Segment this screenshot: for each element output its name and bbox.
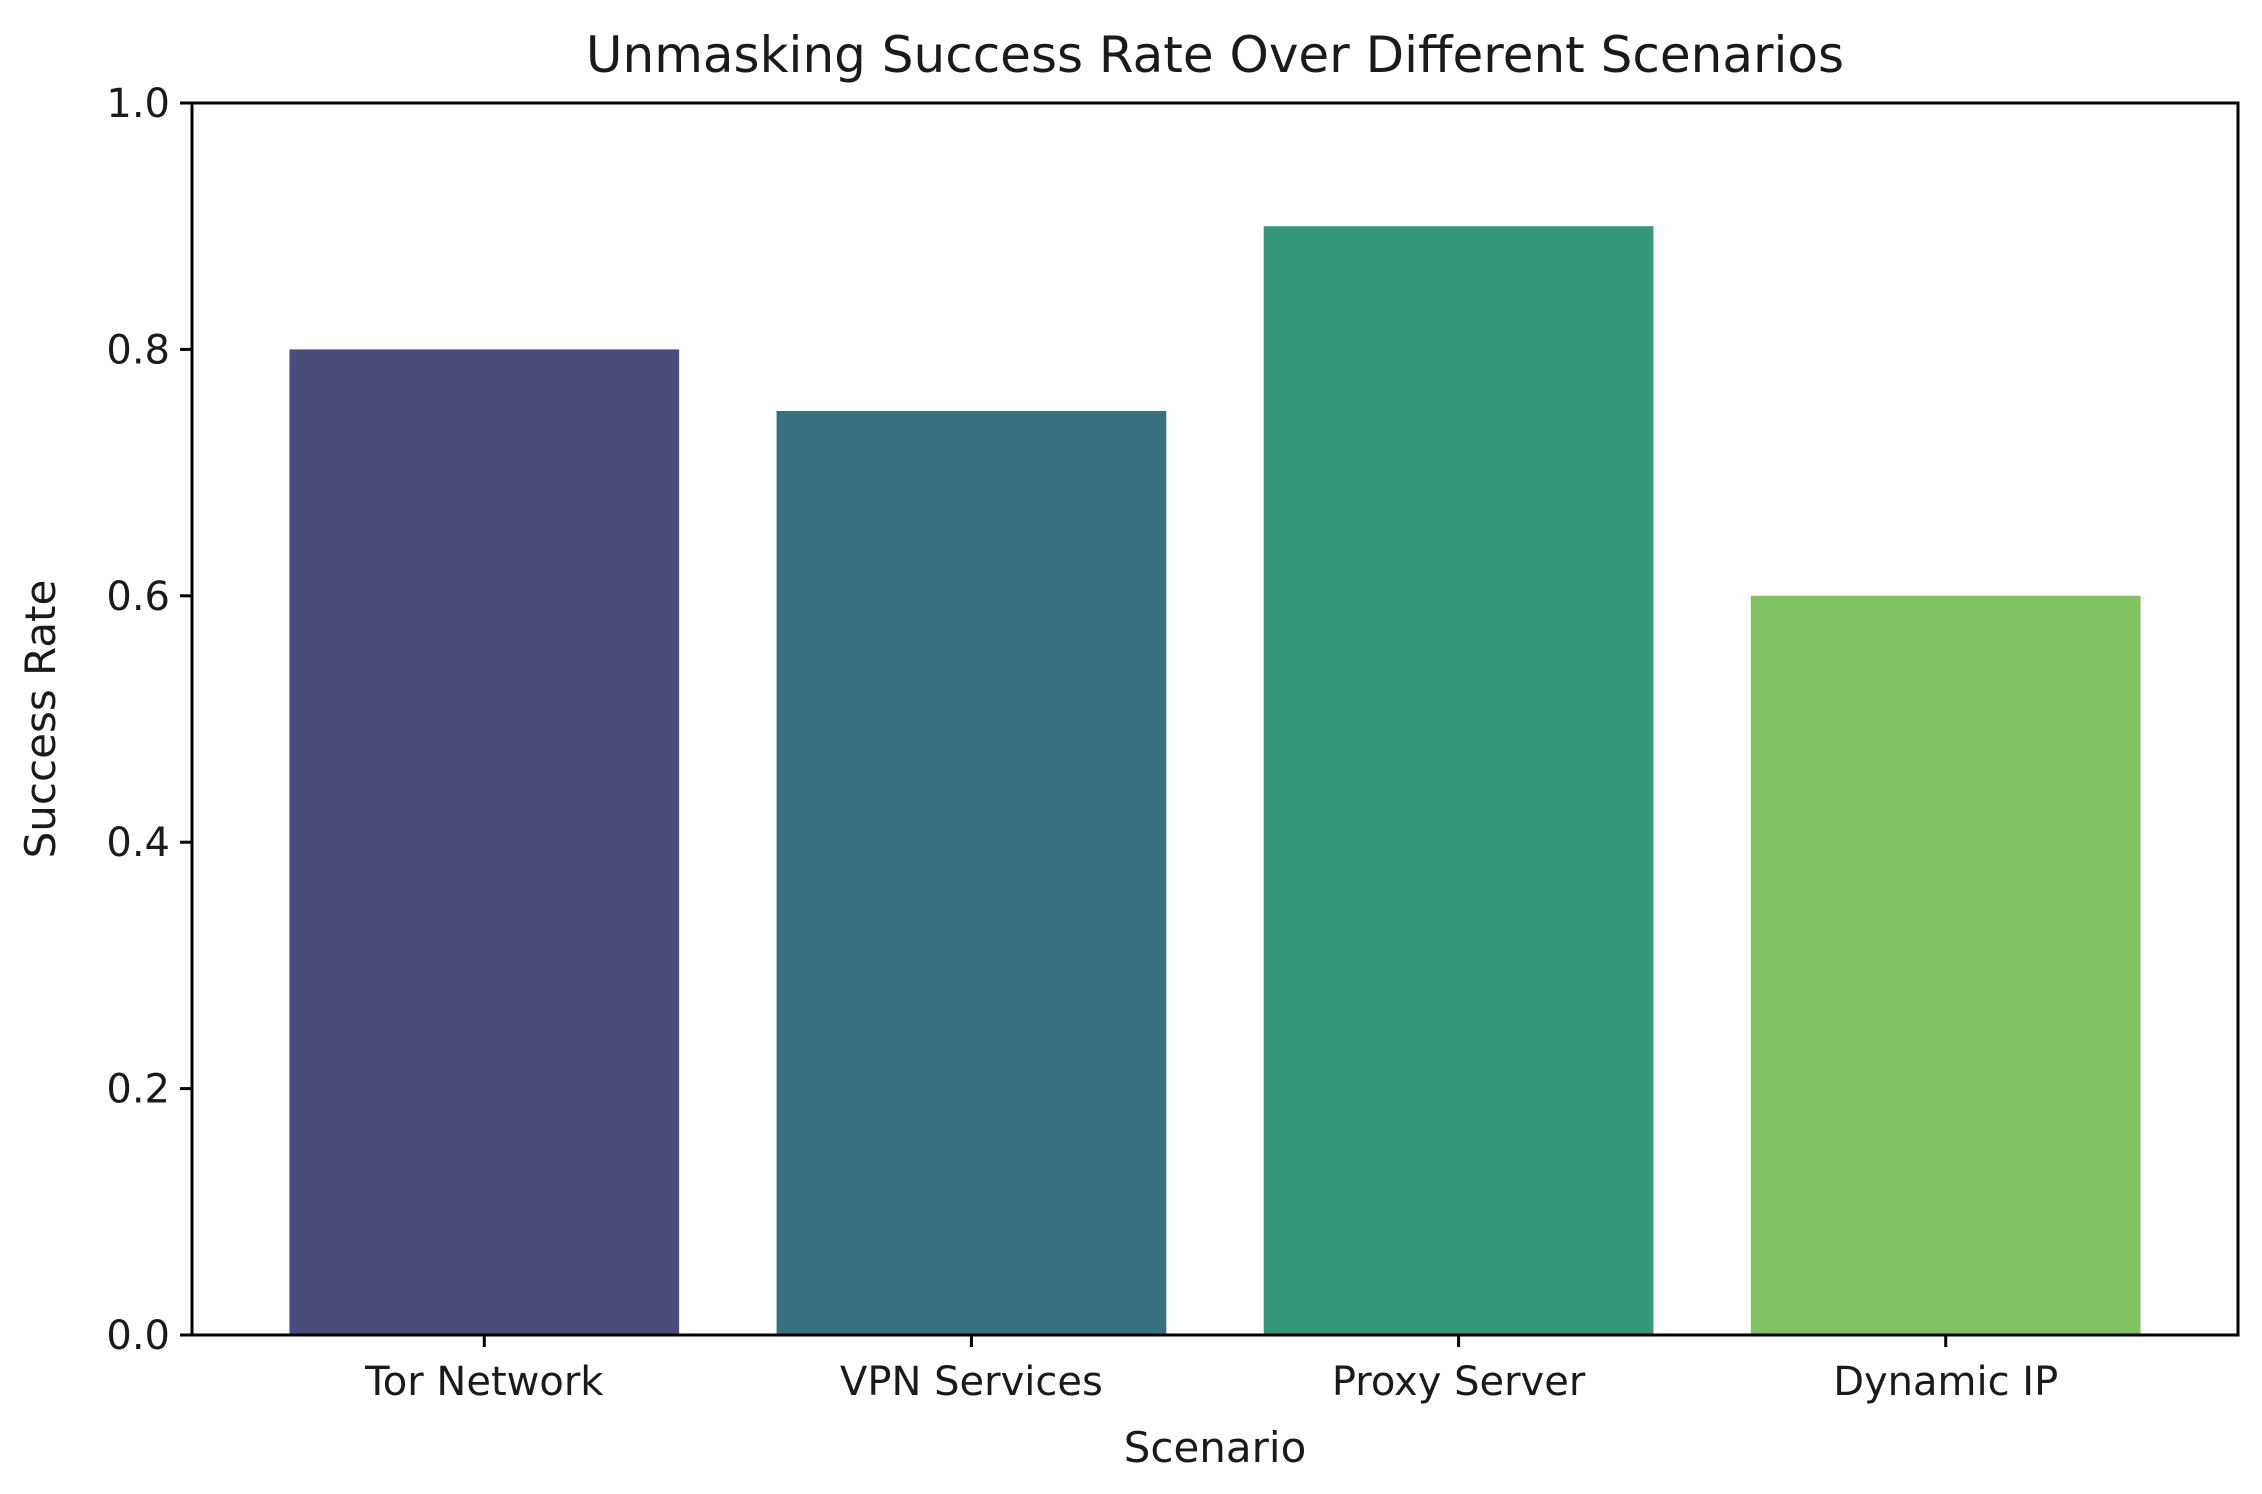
x-tick-label: VPN Services bbox=[840, 1359, 1103, 1405]
bar-proxy-server bbox=[1263, 226, 1654, 1336]
ticks-layer: Tor Network VPN Services Proxy Server Dynam… bbox=[106, 81, 2058, 1405]
y-tick-label: 0.8 bbox=[106, 327, 170, 373]
bar-vpn-services bbox=[776, 411, 1167, 1335]
bar-dynamic-ip bbox=[1750, 595, 2141, 1335]
y-tick-label: 0.2 bbox=[106, 1067, 170, 1113]
x-tick-label: Dynamic IP bbox=[1833, 1359, 2058, 1405]
chart-title: Unmasking Success Rate Over Different Sc… bbox=[586, 26, 1844, 84]
y-tick-label: 0.4 bbox=[106, 820, 170, 866]
y-tick-label: 1.0 bbox=[106, 81, 170, 127]
bars-layer bbox=[289, 226, 2141, 1336]
y-tick-label: 0.0 bbox=[106, 1313, 170, 1359]
x-tick-label: Tor Network bbox=[364, 1359, 604, 1405]
bar-tor-network bbox=[289, 349, 680, 1335]
y-tick-label: 0.6 bbox=[106, 574, 170, 620]
x-axis-label: Scenario bbox=[1124, 1423, 1307, 1472]
plot-frame bbox=[190, 101, 2240, 1337]
x-tick-label: Proxy Server bbox=[1332, 1359, 1586, 1405]
y-axis-label: Success Rate bbox=[16, 580, 65, 859]
